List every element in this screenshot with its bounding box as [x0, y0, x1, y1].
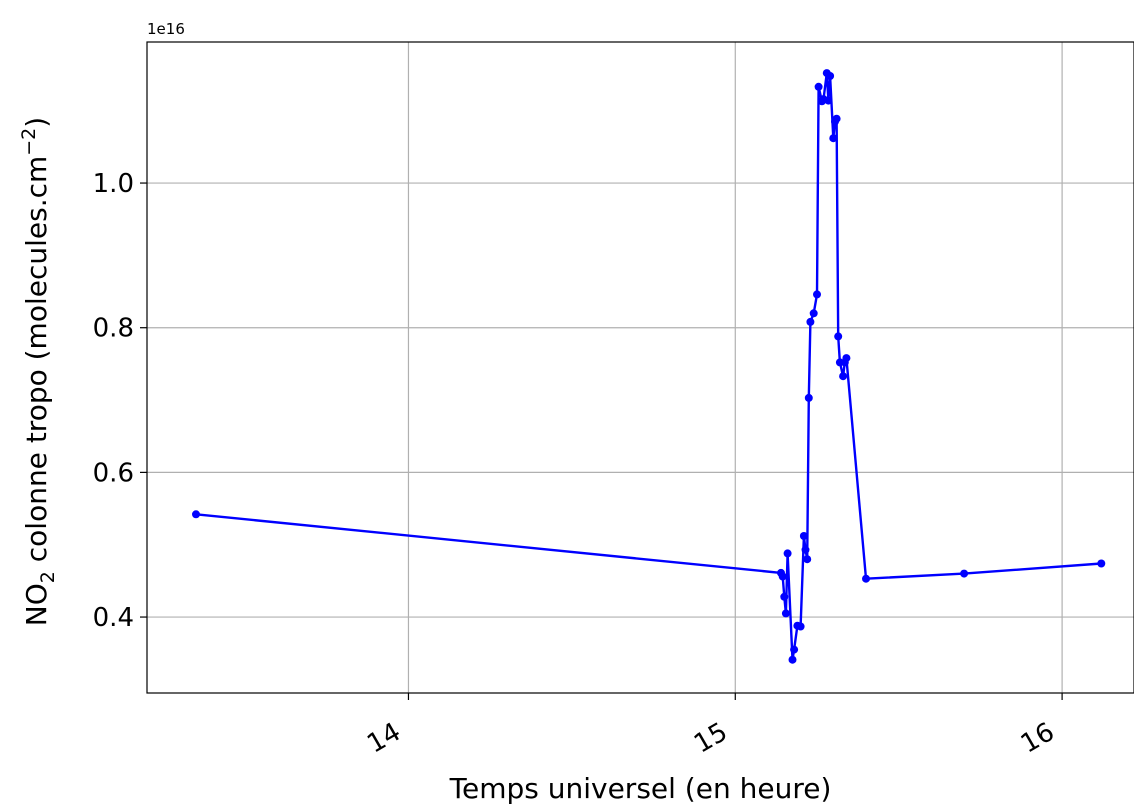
data-point [796, 622, 805, 631]
data-point [804, 393, 813, 402]
x-tick-label: 15 [689, 717, 733, 760]
data-point [829, 134, 838, 143]
grid-lines [147, 42, 1134, 693]
y-tick-label: 0.8 [93, 314, 134, 344]
y-label-main: NO [20, 583, 53, 626]
data-point [783, 549, 792, 558]
data-point [960, 569, 969, 578]
data-point [801, 545, 810, 554]
data-point [803, 555, 812, 564]
y-tick-label: 0.4 [93, 603, 134, 633]
y-tick-label: 0.6 [93, 458, 134, 488]
data-point [806, 317, 815, 326]
y-label-subscript: 2 [37, 571, 59, 583]
x-tick-label: 14 [362, 717, 406, 760]
data-point [862, 574, 870, 583]
data-point [192, 510, 200, 519]
data-point [1097, 559, 1106, 568]
data-point [799, 532, 808, 540]
y-offset-text: 1e16 [147, 20, 185, 38]
data-point [824, 96, 833, 105]
y-tick-label: 1.0 [93, 169, 134, 199]
series-line [195, 71, 1102, 661]
data-point [790, 645, 799, 654]
data-point [826, 72, 835, 80]
data-point [788, 655, 797, 664]
data-point [813, 290, 821, 299]
data-point [842, 354, 851, 363]
x-axis-label: Temps universel (en heure) [449, 772, 832, 805]
data-point [809, 309, 818, 318]
axis-ticks: 14 15 16 0.4 0.6 0.8 1.0 [93, 169, 1063, 760]
data-point [781, 609, 790, 618]
y-label-superscript: −2 [18, 128, 40, 156]
data-point [839, 372, 848, 381]
data-point [834, 332, 843, 341]
y-axis-label: NO2 colonne tropo (molecules.cm−2) [18, 117, 59, 626]
y-label-end: ) [20, 117, 53, 128]
data-point [780, 592, 789, 601]
data-point [832, 114, 841, 123]
x-tick-label: 16 [1016, 717, 1060, 760]
y-label-rest: colonne tropo (molecules.cm [20, 156, 53, 571]
series-layer [192, 69, 1106, 664]
data-point [814, 82, 823, 91]
plot-frame [146, 41, 1134, 694]
data-point [778, 572, 787, 581]
